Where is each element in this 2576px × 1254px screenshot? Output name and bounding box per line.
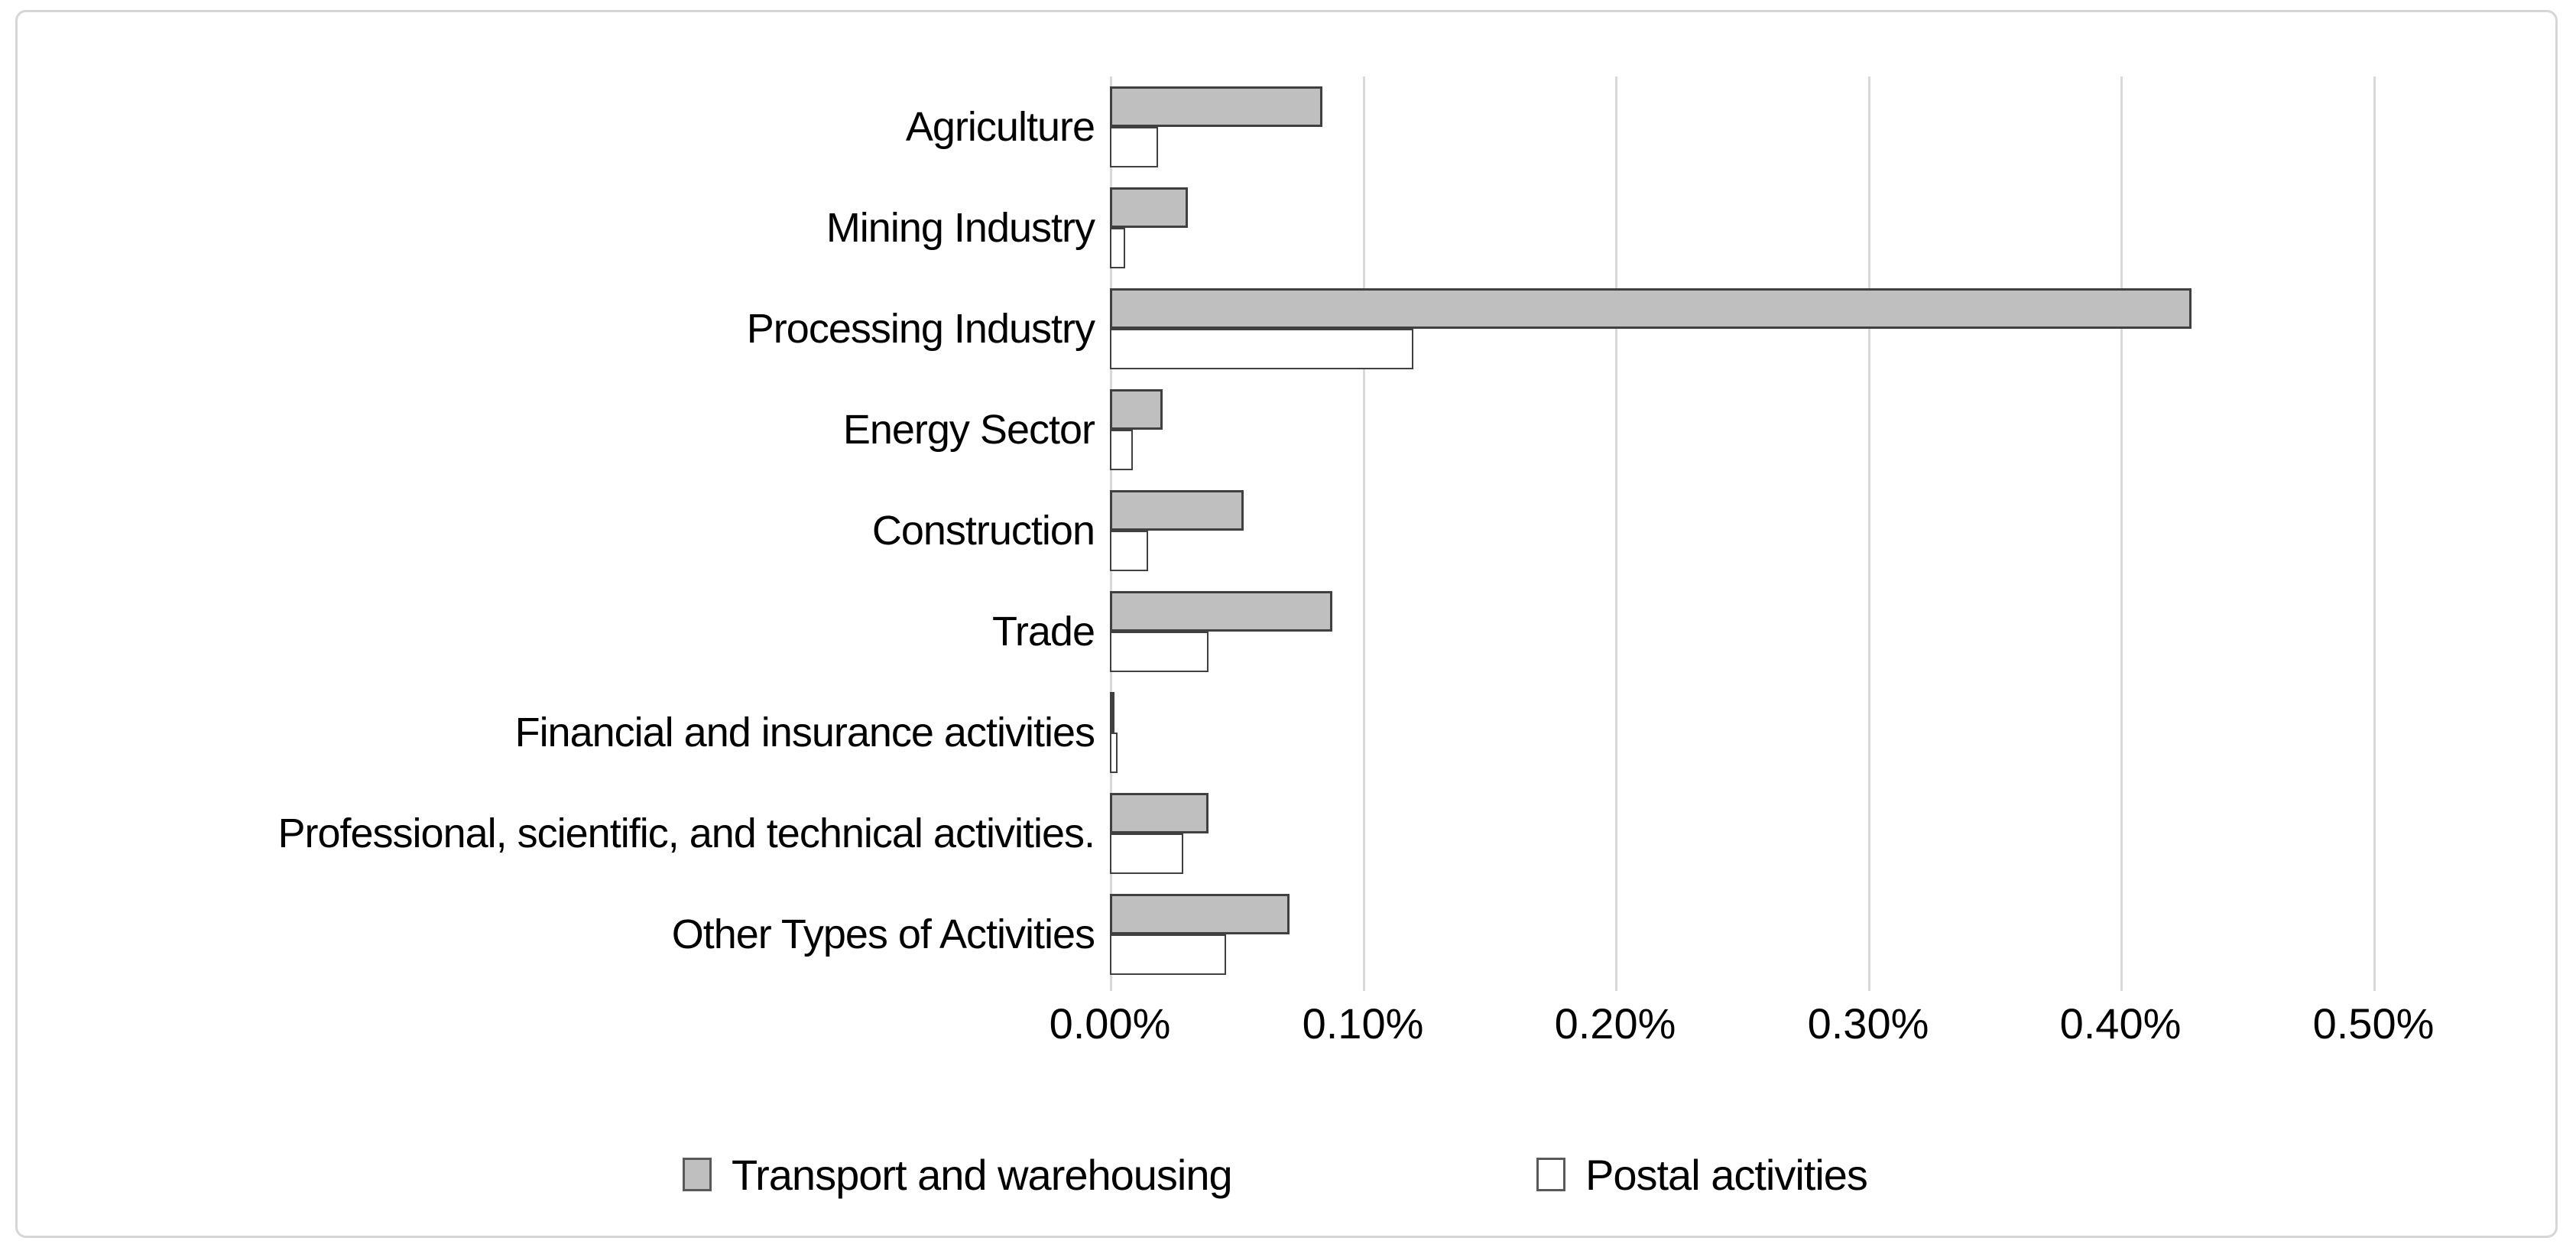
x-axis-tick-label: 0.50%	[2312, 999, 2435, 1048]
bar-postal-activities	[1110, 632, 1209, 672]
x-axis-tick-label: 0.10%	[1302, 999, 1424, 1048]
category-label: Professional, scientific, and technical …	[277, 811, 1095, 856]
bar-transport-and-warehousing	[1110, 894, 1290, 934]
bar-transport-and-warehousing	[1110, 793, 1209, 833]
legend-label-postal: Postal activities	[1585, 1150, 1868, 1199]
bar-transport-and-warehousing	[1110, 86, 1322, 127]
category-label: Trade	[991, 609, 1095, 655]
bar-postal-activities	[1110, 430, 1133, 470]
bar-postal-activities	[1110, 127, 1158, 167]
bar-transport-and-warehousing	[1110, 187, 1188, 228]
legend-swatch-transport	[683, 1158, 712, 1191]
category-label: Mining Industry	[826, 205, 1095, 251]
legend: Transport and warehousing Postal activit…	[0, 1144, 2576, 1205]
bar-postal-activities	[1110, 934, 1226, 975]
category-label: Other Types of Activities	[671, 911, 1095, 957]
legend-item-postal: Postal activities	[1536, 1144, 1868, 1205]
legend-item-transport: Transport and warehousing	[683, 1144, 1233, 1205]
bar-transport-and-warehousing	[1110, 692, 1114, 733]
bar-postal-activities	[1110, 329, 1413, 369]
bar-postal-activities	[1110, 228, 1125, 268]
x-axis-tick-label: 0.20%	[1554, 999, 1676, 1048]
bar-postal-activities	[1110, 833, 1183, 874]
bar-transport-and-warehousing	[1110, 490, 1244, 531]
bar-transport-and-warehousing	[1110, 591, 1332, 632]
category-label: Processing Industry	[746, 306, 1095, 352]
chart-border	[15, 10, 2558, 1238]
gridline	[1363, 76, 1365, 991]
bar-postal-activities	[1110, 531, 1148, 571]
gridline	[2120, 76, 2123, 991]
category-label: Construction	[871, 508, 1095, 554]
bar-transport-and-warehousing	[1110, 288, 2192, 329]
category-label: Energy Sector	[842, 407, 1095, 453]
gridline	[1868, 76, 1870, 991]
gridline	[2373, 76, 2376, 991]
gridline	[1615, 76, 1617, 991]
bar-postal-activities	[1110, 733, 1118, 773]
x-axis-tick-label: 0.40%	[2059, 999, 2182, 1048]
category-label: Agriculture	[905, 104, 1095, 150]
legend-swatch-postal	[1536, 1158, 1565, 1191]
plot-area	[1110, 76, 2500, 991]
x-axis-tick-label: 0.00%	[1049, 999, 1171, 1048]
legend-label-transport: Transport and warehousing	[732, 1150, 1233, 1199]
x-axis-tick-label: 0.30%	[1807, 999, 1929, 1048]
bar-transport-and-warehousing	[1110, 389, 1163, 430]
category-label: Financial and insurance activities	[514, 710, 1095, 755]
